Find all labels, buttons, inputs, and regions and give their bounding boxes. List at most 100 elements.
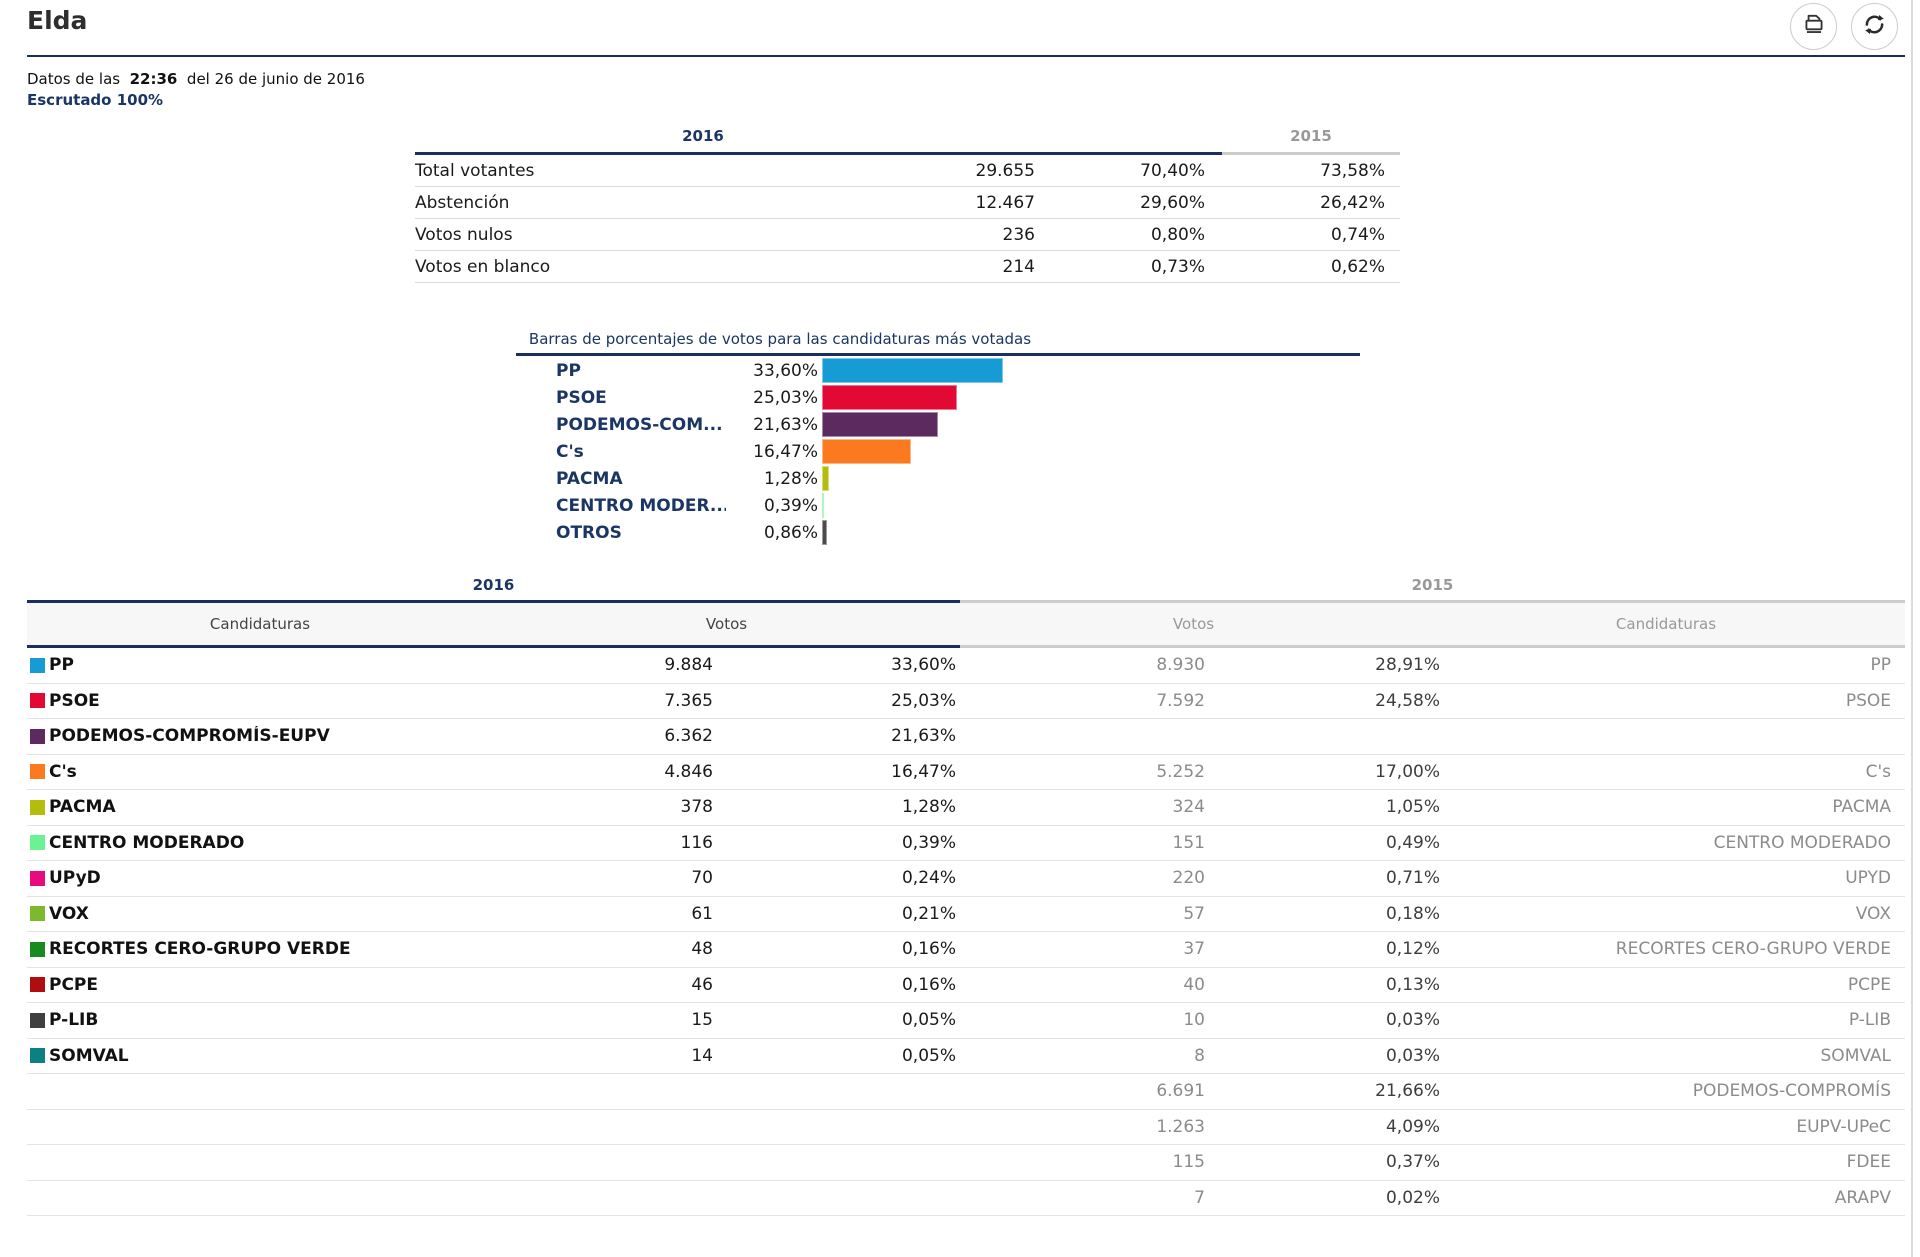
party-pct-2016: 0,16% (901, 939, 956, 960)
party-name: C's (49, 761, 77, 782)
chart-rows: PP 33,60% PSOE 25,03% PODEMOS-COM... 21,… (516, 357, 1360, 546)
party-row: P-LIB 15 0,05% 10 0,03% P-LIB (27, 1003, 1905, 1039)
summary-row-pct-2016: 29,60% (1140, 192, 1205, 213)
party-pct-2015: 0,02% (1385, 1187, 1440, 1208)
party-row: 1.263 4,09% EUPV-UPeC (27, 1110, 1905, 1145)
party-pct-2015: 21,66% (1375, 1081, 1440, 1102)
chart-category-label: C's (556, 441, 584, 462)
chart-bar-track (822, 358, 1360, 383)
party-pct-2015: 28,91% (1375, 655, 1440, 676)
party-votes-2015: 115 (1172, 1152, 1205, 1173)
chart-bar-track (822, 439, 1360, 464)
party-color-swatch (30, 835, 45, 851)
party-votes-2016: 4.846 (664, 761, 713, 782)
summary-row-pct-2016: 70,40% (1140, 160, 1205, 181)
party-name: PACMA (49, 797, 116, 818)
chart-category-label: CENTRO MODER... (556, 495, 726, 516)
col-header-candidaturas-2016: Candidaturas (209, 615, 311, 633)
summary-row-pct-2015: 0,74% (1330, 224, 1385, 245)
summary-row-pct-2016: 0,73% (1150, 256, 1205, 277)
party-name-cell: UPyD (27, 868, 447, 888)
party-name-cell: PSOE (27, 691, 447, 711)
party-row: PODEMOS-COMPROMÍS-EUPV 6.362 21,63% (27, 719, 1905, 755)
party-votes-2015: 1.263 (1156, 1116, 1205, 1137)
chart-value-label: 21,63% (753, 414, 818, 435)
party-votes-2016: 14 (691, 1045, 713, 1066)
chart-row: CENTRO MODER... 0,39% (516, 492, 1360, 519)
chart-row: PP 33,60% (516, 357, 1360, 384)
party-pct-2015: 0,49% (1385, 832, 1440, 853)
party-name-cell: PODEMOS-COMPROMÍS-EUPV (27, 726, 447, 746)
summary-row-label: Votos en blanco (415, 256, 551, 277)
party-votes-2015: 40 (1183, 974, 1205, 995)
party-row: PSOE 7.365 25,03% 7.592 24,58% PSOE (27, 684, 1905, 719)
results-top-rule (27, 600, 1905, 603)
party-name-2015: UPYD (1845, 868, 1891, 889)
party-name-cell: RECORTES CERO-GRUPO VERDE (27, 939, 447, 959)
party-color-swatch (30, 728, 45, 744)
chart-bar (822, 358, 1003, 383)
party-name-cell: VOX (27, 904, 447, 924)
party-color-swatch (30, 657, 45, 673)
chart-bar (822, 439, 911, 464)
party-color-swatch (30, 693, 45, 709)
party-votes-2016: 48 (691, 939, 713, 960)
party-name-2015: PP (1870, 655, 1891, 676)
refresh-icon (1861, 11, 1888, 42)
party-name: VOX (49, 903, 89, 924)
party-pct-2015: 0,37% (1385, 1152, 1440, 1173)
chart-row: PODEMOS-COM... 21,63% (516, 411, 1360, 438)
summary-rows: Total votantes 29.655 70,40% 73,58% Abst… (415, 155, 1400, 283)
summary-row: Total votantes 29.655 70,40% 73,58% (415, 155, 1400, 187)
party-color-swatch (30, 1012, 45, 1028)
party-pct-2016: 0,24% (901, 868, 956, 889)
refresh-button[interactable] (1851, 3, 1898, 50)
print-button[interactable] (1790, 3, 1837, 50)
summary-row: Votos nulos 236 0,80% 0,74% (415, 219, 1400, 251)
party-color-swatch (30, 906, 45, 922)
party-votes-2016: 9.884 (664, 655, 713, 676)
party-row: 7 0,02% ARAPV (27, 1181, 1905, 1216)
party-color-swatch (30, 799, 45, 815)
results-table: 2016 2015 Candidaturas Votos Votos Candi… (27, 576, 1905, 1216)
summary-header-rule (415, 152, 1400, 155)
summary-table: 2016 2015 Total votantes 29.655 70,40% 7… (415, 127, 1400, 283)
party-pct-2016: 16,47% (891, 761, 956, 782)
party-name-2015: PACMA (1832, 797, 1891, 818)
party-pct-2015: 0,13% (1385, 974, 1440, 995)
party-row: PP 9.884 33,60% 8.930 28,91% PP (27, 648, 1905, 684)
results-column-headers: Candidaturas Votos Votos Candidaturas (27, 603, 1905, 645)
summary-row-votes: 12.467 (975, 192, 1035, 213)
party-name: SOMVAL (49, 1045, 129, 1066)
party-pct-2016: 25,03% (891, 690, 956, 711)
party-name: PP (49, 655, 74, 676)
chart-row: C's 16,47% (516, 438, 1360, 465)
timestamp-prefix: Datos de las (27, 70, 121, 88)
party-name-cell: C's (27, 762, 447, 782)
party-votes-2015: 6.691 (1156, 1081, 1205, 1102)
party-name-2015: FDEE (1846, 1152, 1891, 1173)
summary-row-votes: 214 (1002, 256, 1035, 277)
party-pct-2016: 0,16% (901, 974, 956, 995)
chart-value-label: 33,60% (753, 360, 818, 381)
summary-row-pct-2015: 73,58% (1320, 160, 1385, 181)
party-row: CENTRO MODERADO 116 0,39% 151 0,49% CENT… (27, 826, 1905, 861)
party-name-cell: CENTRO MODERADO (27, 833, 447, 853)
chart-row: PSOE 25,03% (516, 384, 1360, 411)
party-pct-2015: 0,71% (1385, 868, 1440, 889)
chart-bar (822, 412, 939, 437)
party-row: PACMA 378 1,28% 324 1,05% PACMA (27, 790, 1905, 826)
party-pct-2016: 1,28% (901, 797, 956, 818)
party-color-swatch (30, 1048, 45, 1064)
chart-category-label: PODEMOS-COM... (556, 414, 723, 435)
party-name-2015: SOMVAL (1820, 1045, 1891, 1066)
party-name-2015: CENTRO MODERADO (1713, 832, 1891, 853)
party-name: CENTRO MODERADO (49, 832, 245, 853)
chart-row: OTROS 0,86% (516, 519, 1360, 546)
summary-row-votes: 29.655 (975, 160, 1035, 181)
party-votes-2016: 378 (680, 797, 713, 818)
party-pct-2015: 24,58% (1375, 690, 1440, 711)
party-votes-2015: 10 (1183, 1010, 1205, 1031)
chart-value-label: 0,86% (763, 522, 818, 543)
results-year-2016: 2016 (472, 576, 515, 594)
